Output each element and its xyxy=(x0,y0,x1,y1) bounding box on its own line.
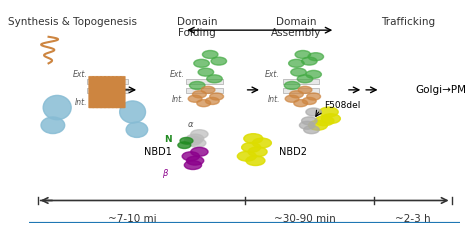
Text: α: α xyxy=(188,120,193,129)
FancyBboxPatch shape xyxy=(89,76,94,108)
Circle shape xyxy=(319,107,338,117)
Circle shape xyxy=(184,136,201,145)
Circle shape xyxy=(321,114,340,123)
FancyBboxPatch shape xyxy=(87,79,128,84)
Text: Domain
Assembly: Domain Assembly xyxy=(271,17,321,38)
Circle shape xyxy=(192,91,206,98)
Ellipse shape xyxy=(126,122,148,137)
Ellipse shape xyxy=(41,117,65,133)
FancyBboxPatch shape xyxy=(97,76,102,108)
Circle shape xyxy=(306,108,321,116)
Circle shape xyxy=(308,53,324,61)
Circle shape xyxy=(284,81,300,89)
Circle shape xyxy=(211,57,227,65)
Circle shape xyxy=(285,95,299,102)
Circle shape xyxy=(246,156,265,165)
Circle shape xyxy=(306,70,321,78)
FancyBboxPatch shape xyxy=(116,76,121,108)
Circle shape xyxy=(180,137,193,144)
Text: ~2-3 h: ~2-3 h xyxy=(395,214,430,224)
FancyBboxPatch shape xyxy=(186,88,223,93)
Circle shape xyxy=(182,152,200,161)
Text: Domain
Folding: Domain Folding xyxy=(177,17,218,38)
Circle shape xyxy=(210,93,224,100)
FancyBboxPatch shape xyxy=(87,88,128,93)
FancyBboxPatch shape xyxy=(112,76,118,108)
Circle shape xyxy=(295,50,310,59)
Circle shape xyxy=(291,68,306,76)
Circle shape xyxy=(315,116,334,126)
FancyBboxPatch shape xyxy=(92,76,98,108)
Text: F508del: F508del xyxy=(324,101,361,110)
Circle shape xyxy=(297,75,313,83)
Circle shape xyxy=(301,57,317,65)
FancyBboxPatch shape xyxy=(186,79,223,84)
Circle shape xyxy=(237,151,256,161)
Circle shape xyxy=(309,120,328,130)
Circle shape xyxy=(302,97,316,104)
Circle shape xyxy=(188,95,202,102)
Circle shape xyxy=(197,100,210,107)
Text: Ext.: Ext. xyxy=(170,70,184,79)
FancyBboxPatch shape xyxy=(108,76,113,108)
Circle shape xyxy=(244,134,263,143)
Ellipse shape xyxy=(43,95,71,120)
Circle shape xyxy=(290,91,303,98)
FancyBboxPatch shape xyxy=(283,88,319,93)
Circle shape xyxy=(289,59,304,67)
Circle shape xyxy=(201,86,215,94)
Circle shape xyxy=(202,50,218,59)
Text: ~30-90 min: ~30-90 min xyxy=(274,214,336,224)
Text: Int.: Int. xyxy=(172,95,184,104)
Circle shape xyxy=(205,97,219,104)
Circle shape xyxy=(190,81,205,89)
Circle shape xyxy=(253,138,272,148)
Circle shape xyxy=(191,130,208,138)
Circle shape xyxy=(307,93,320,100)
Circle shape xyxy=(304,126,319,134)
FancyBboxPatch shape xyxy=(100,76,106,108)
Circle shape xyxy=(298,86,312,94)
Text: Int.: Int. xyxy=(75,98,87,106)
FancyBboxPatch shape xyxy=(120,76,125,108)
Text: N: N xyxy=(164,135,172,144)
Text: NBD2: NBD2 xyxy=(279,147,307,157)
Text: ~7-10 mi: ~7-10 mi xyxy=(108,214,157,224)
Circle shape xyxy=(186,134,204,143)
Circle shape xyxy=(300,121,315,129)
Circle shape xyxy=(198,68,214,76)
Text: Int.: Int. xyxy=(267,95,280,104)
Text: β: β xyxy=(162,169,168,178)
Circle shape xyxy=(184,161,201,170)
Text: Trafficking: Trafficking xyxy=(382,17,436,27)
Circle shape xyxy=(301,117,317,125)
Circle shape xyxy=(294,100,308,107)
Circle shape xyxy=(207,75,222,83)
Circle shape xyxy=(186,156,204,165)
FancyBboxPatch shape xyxy=(104,76,109,108)
Circle shape xyxy=(248,147,267,157)
Text: NBD1: NBD1 xyxy=(144,147,172,157)
Circle shape xyxy=(178,142,191,148)
Text: Golgi→PM: Golgi→PM xyxy=(415,85,466,95)
Text: Ext.: Ext. xyxy=(265,70,280,79)
Text: Ext.: Ext. xyxy=(73,70,87,79)
Circle shape xyxy=(189,138,206,147)
Text: Synthesis & Topogenesis: Synthesis & Topogenesis xyxy=(8,17,137,27)
Circle shape xyxy=(242,143,261,152)
Circle shape xyxy=(191,147,208,156)
Ellipse shape xyxy=(119,101,146,123)
FancyBboxPatch shape xyxy=(283,79,319,84)
Circle shape xyxy=(194,59,210,67)
